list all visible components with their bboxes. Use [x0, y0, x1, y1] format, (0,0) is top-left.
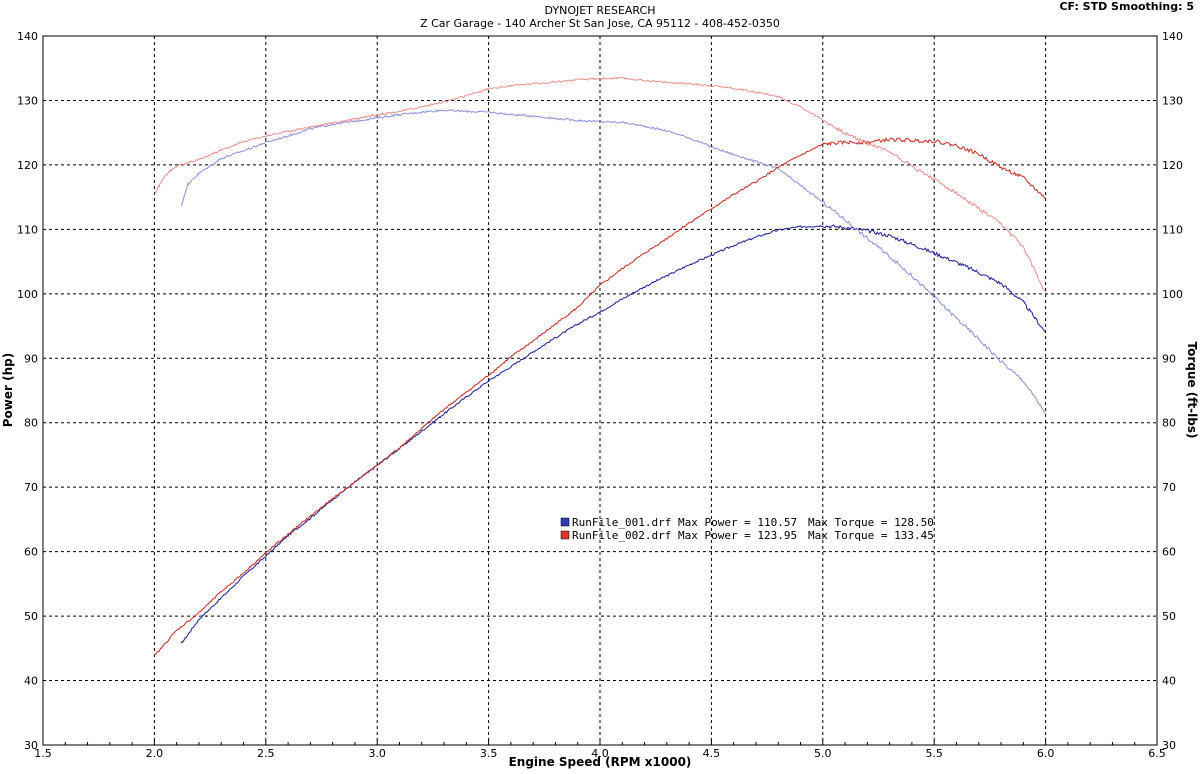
y-tick-label-right: 110	[1162, 223, 1183, 236]
y-tick-label-right: 50	[1162, 610, 1176, 623]
x-tick-label: 6.0	[1037, 747, 1055, 760]
y-tick-label-right: 60	[1162, 546, 1176, 559]
y-tick-label-right: 80	[1162, 417, 1176, 430]
y-axis-label-left: Power (hp)	[1, 353, 15, 427]
chart-subtitle: Z Car Garage - 140 Archer St San Jose, C…	[420, 17, 780, 30]
x-axis-label: Engine Speed (RPM x1000)	[509, 755, 692, 769]
x-tick-label: 3.0	[368, 747, 386, 760]
y-tick-label-left: 110	[17, 223, 38, 236]
chart-title: DYNOJET RESEARCH	[545, 4, 656, 17]
y-tick-label-left: 120	[17, 159, 38, 172]
corner-info: CF: STD Smoothing: 5	[1059, 0, 1194, 13]
y-tick-label-right: 100	[1162, 288, 1183, 301]
legend-run2-power: RunFile_002.drf Max Power = 123.95	[572, 529, 797, 542]
series-lines	[154, 76, 1047, 656]
x-tick-label: 5.0	[814, 747, 832, 760]
legend-run2-torque: Max Torque = 133.45	[808, 529, 934, 542]
grid	[43, 36, 1157, 745]
x-tick-label: 1.5	[34, 747, 52, 760]
y-tick-label-left: 80	[24, 417, 38, 430]
y-tick-label-left: 70	[24, 481, 38, 494]
y-tick-label-left: 100	[17, 288, 38, 301]
y-tick-label-right: 30	[1162, 739, 1176, 752]
y-tick-label-right: 40	[1162, 675, 1176, 688]
y-tick-label-right: 140	[1162, 30, 1183, 43]
y-tick-label-left: 90	[24, 352, 38, 365]
series-line-run2-power	[154, 137, 1046, 656]
x-tick-label: 2.0	[146, 747, 164, 760]
y-tick-label-left: 40	[24, 675, 38, 688]
y-tick-label-left: 130	[17, 94, 38, 107]
x-tick-label: 2.5	[257, 747, 275, 760]
y-tick-label-right: 130	[1162, 94, 1183, 107]
y-tick-label-right: 90	[1162, 352, 1176, 365]
series-line-run2-torque	[154, 76, 1047, 293]
y-tick-label-left: 140	[17, 30, 38, 43]
y-axis-label-right: Torque (ft-lbs)	[1185, 342, 1199, 439]
y-tick-label-right: 120	[1162, 159, 1183, 172]
y-tick-label-right: 70	[1162, 481, 1176, 494]
series-line-run1-power	[180, 224, 1046, 644]
legend-run1-power: RunFile_001.drf Max Power = 110.57	[572, 516, 797, 529]
x-tick-label: 3.5	[480, 747, 498, 760]
legend-run1-torque: Max Torque = 128.50	[808, 516, 934, 529]
y-tick-label-left: 60	[24, 546, 38, 559]
x-tick-label: 6.5	[1148, 747, 1166, 760]
y-tick-label-left: 30	[24, 739, 38, 752]
x-tick-label: 4.0	[591, 747, 609, 760]
legend-swatch-run1	[560, 517, 570, 527]
series-line-run1-torque	[180, 109, 1046, 414]
legend-swatch-run2	[560, 530, 570, 540]
x-tick-label: 5.5	[925, 747, 943, 760]
x-tick-label: 4.5	[703, 747, 721, 760]
legend: RunFile_001.drf Max Power = 110.57 Max T…	[560, 516, 934, 542]
y-tick-label-left: 50	[24, 610, 38, 623]
